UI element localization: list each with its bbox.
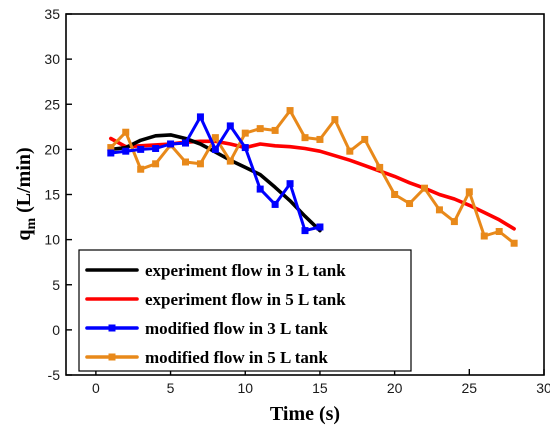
y-tick-label: 5 [52, 277, 60, 293]
data-point [241, 129, 249, 137]
data-point [376, 163, 384, 171]
series-line [109, 115, 322, 233]
data-point [316, 135, 324, 143]
x-tick-label: 25 [462, 380, 478, 396]
legend: experiment flow in 3 L tank experiment fl… [78, 249, 412, 372]
x-axis-title: Time (s) [270, 403, 340, 425]
data-point [316, 223, 324, 231]
series-line [109, 109, 516, 245]
data-point [331, 116, 339, 124]
y-tick-label: 35 [44, 6, 60, 22]
data-point [122, 128, 130, 136]
y-tick-label: 25 [44, 96, 60, 112]
data-point [196, 160, 204, 168]
data-point [167, 140, 175, 148]
x-tick-label: 10 [237, 380, 253, 396]
series-3 [107, 107, 518, 247]
data-point [137, 165, 145, 173]
x-tick-label: 15 [312, 380, 328, 396]
axis-ticks: 0 5 10 15 20 25 30 -5 0 5 10 15 20 25 30 35 [44, 6, 550, 396]
y-tick-label: 20 [44, 141, 60, 157]
y-tick-label: -5 [48, 367, 61, 383]
legend-label: modified flow in 3 L tank [145, 319, 328, 338]
legend-label: modified flow in 5 L tank [145, 348, 328, 367]
legend-marker [108, 324, 116, 332]
legend-item: modified flow in 5 L tank [85, 348, 328, 367]
data-point [122, 147, 130, 155]
legend-item: experiment flow in 3 L tank [85, 261, 346, 280]
data-point [465, 188, 473, 196]
data-point [286, 180, 294, 188]
data-point [450, 218, 458, 226]
data-point [152, 160, 160, 168]
data-point [107, 144, 115, 152]
data-point [406, 200, 414, 208]
data-point [480, 232, 488, 240]
data-point [510, 239, 518, 247]
series-2 [107, 113, 324, 235]
data-point [256, 125, 264, 133]
data-point [107, 149, 115, 157]
data-point [271, 126, 279, 134]
x-tick-label: 0 [92, 380, 100, 396]
y-tick-label: 30 [44, 51, 60, 67]
data-point [361, 135, 369, 143]
y-axis-title-main: q [13, 230, 35, 241]
x-tick-label: 30 [536, 380, 550, 396]
data-point [495, 228, 503, 236]
legend-label: experiment flow in 3 L tank [145, 261, 346, 280]
legend-item: modified flow in 3 L tank [85, 319, 328, 338]
data-point [241, 144, 249, 152]
y-tick-label: 0 [52, 322, 60, 338]
data-point [301, 134, 309, 142]
data-point [256, 185, 264, 193]
y-axis-title-unit: (L/min) [13, 147, 35, 218]
y-axis-title-sub: m [24, 218, 39, 230]
series-1 [109, 136, 516, 231]
data-point [301, 227, 309, 235]
data-point [346, 147, 354, 155]
data-point [226, 157, 234, 165]
data-point [196, 113, 204, 121]
y-tick-label: 15 [44, 187, 60, 203]
y-tick-label: 10 [44, 232, 60, 248]
x-tick-label: 5 [167, 380, 175, 396]
series-layer [107, 107, 518, 247]
data-point [211, 145, 219, 153]
data-point [226, 122, 234, 130]
data-point [421, 184, 428, 192]
x-tick-label: 20 [387, 380, 403, 396]
data-point [182, 158, 189, 166]
legend-label: experiment flow in 5 L tank [145, 290, 346, 309]
series-line [109, 136, 516, 231]
y-axis-title: qm (L/min) [13, 147, 39, 240]
legend-marker [108, 353, 116, 361]
data-point [182, 139, 189, 147]
data-point [391, 191, 399, 198]
data-point [137, 145, 145, 153]
data-point [271, 200, 279, 208]
data-point [286, 107, 294, 115]
data-point [152, 144, 160, 152]
legend-item: experiment flow in 5 L tank [85, 290, 346, 309]
data-point [435, 206, 443, 214]
data-point [211, 134, 219, 142]
